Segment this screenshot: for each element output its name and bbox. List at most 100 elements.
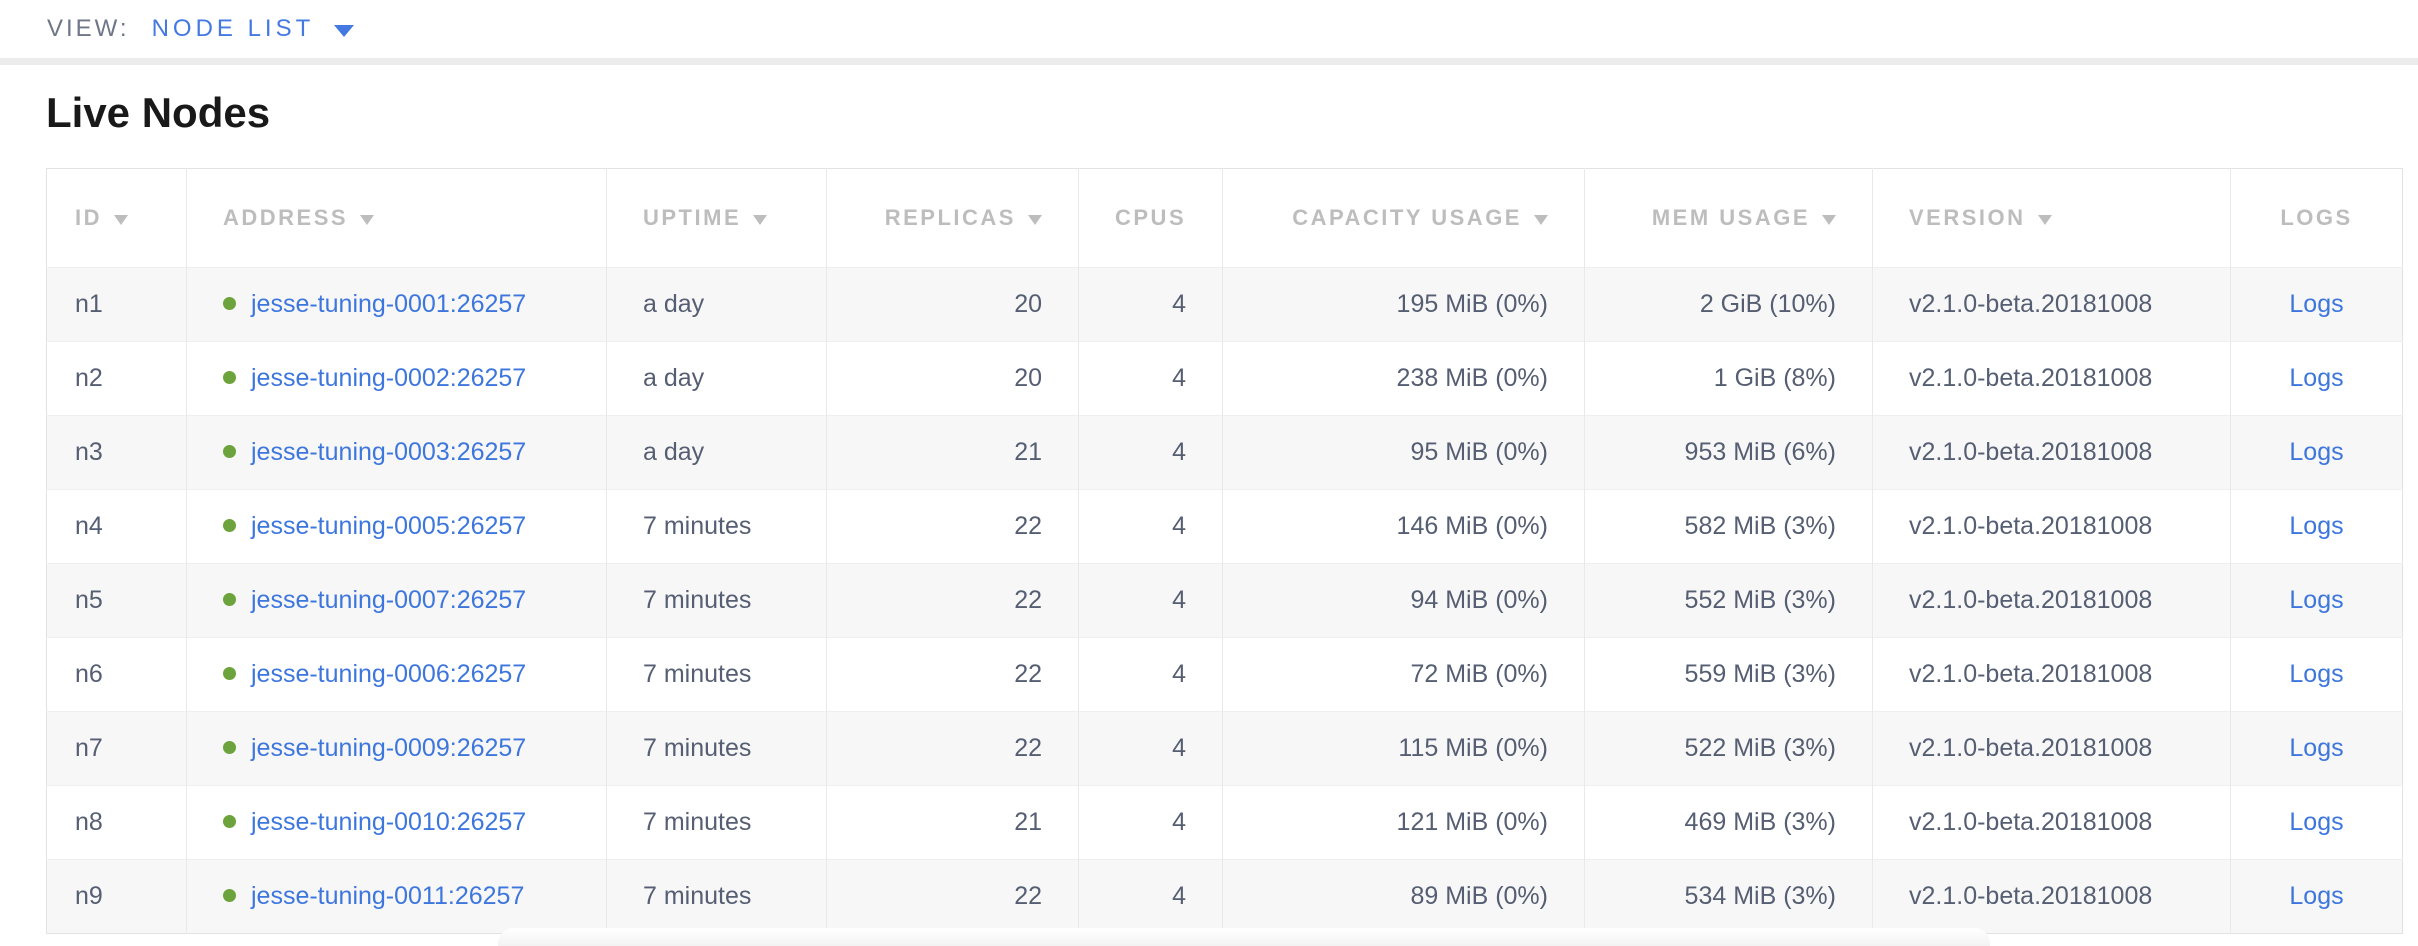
mem-usage-cell: 559 MiB (3%) [1584, 637, 1873, 712]
table-row: n1 jesse-tuning-0001:26257 a day 20 4 195 MiB… [46, 267, 2403, 342]
address-link[interactable]: jesse-tuning-0002:26257 [251, 364, 527, 393]
mem-usage-cell: 552 MiB (3%) [1584, 563, 1873, 638]
table-body: n1 jesse-tuning-0001:26257 a day 20 4 195 MiB… [46, 267, 2403, 934]
bottom-panel-shadow [498, 928, 1990, 946]
logs-cell: Logs [2230, 341, 2403, 416]
page-title: Live Nodes [46, 89, 271, 136]
node-id-cell: n2 [46, 341, 187, 416]
sort-arrow-icon [360, 215, 375, 226]
address-link[interactable]: jesse-tuning-0001:26257 [251, 290, 527, 319]
version-cell: v2.1.0-beta.20181008 [1872, 785, 2231, 860]
logs-link[interactable]: Logs [2289, 660, 2344, 689]
address-link[interactable]: jesse-tuning-0011:26257 [251, 882, 525, 911]
column-header-capacity[interactable]: CAPACITY USAGE [1222, 168, 1585, 268]
table-row: n3 jesse-tuning-0003:26257 a day 21 4 95 MiB … [46, 415, 2403, 490]
capacity-usage-cell: 94 MiB (0%) [1222, 563, 1585, 638]
logs-link[interactable]: Logs [2289, 512, 2344, 541]
capacity-usage-cell: 115 MiB (0%) [1222, 711, 1585, 786]
cpus-cell: 4 [1078, 563, 1223, 638]
capacity-usage-cell: 72 MiB (0%) [1222, 637, 1585, 712]
column-header-label: ADDRESS [223, 205, 349, 231]
logs-cell: Logs [2230, 785, 2403, 860]
column-header-label: REPLICAS [884, 205, 1016, 231]
mem-usage-cell: 953 MiB (6%) [1584, 415, 1873, 490]
logs-link[interactable]: Logs [2289, 734, 2344, 763]
node-list-selected-value: NODE LIST [151, 15, 315, 42]
node-status-healthy-icon [223, 667, 236, 681]
table-row: n7 jesse-tuning-0009:26257 7 minutes 22 4 115… [46, 711, 2403, 786]
cpus-cell: 4 [1078, 859, 1223, 934]
address-cell: jesse-tuning-0011:26257 [186, 859, 607, 934]
logs-cell: Logs [2230, 489, 2403, 564]
version-cell: v2.1.0-beta.20181008 [1872, 267, 2231, 342]
logs-link[interactable]: Logs [2289, 586, 2344, 615]
logs-cell: Logs [2230, 637, 2403, 712]
address-cell: jesse-tuning-0003:26257 [186, 415, 607, 490]
column-header-id[interactable]: ID [46, 168, 187, 268]
replicas-cell: 22 [826, 711, 1079, 786]
column-header-label: CPUS [1115, 205, 1187, 231]
capacity-usage-cell: 89 MiB (0%) [1222, 859, 1585, 934]
uptime-cell: 7 minutes [606, 489, 827, 564]
capacity-usage-cell: 195 MiB (0%) [1222, 267, 1585, 342]
cpus-cell: 4 [1078, 341, 1223, 416]
node-status-healthy-icon [223, 815, 236, 829]
logs-link[interactable]: Logs [2289, 438, 2344, 467]
column-header-replicas[interactable]: REPLICAS [826, 168, 1079, 268]
column-header-version[interactable]: VERSION [1872, 168, 2231, 268]
address-link[interactable]: jesse-tuning-0005:26257 [251, 512, 527, 541]
logs-cell: Logs [2230, 563, 2403, 638]
table-row: n6 jesse-tuning-0006:26257 7 minutes 22 4 72 … [46, 637, 2403, 712]
capacity-usage-cell: 121 MiB (0%) [1222, 785, 1585, 860]
node-id-cell: n6 [46, 637, 187, 712]
replicas-cell: 20 [826, 267, 1079, 342]
sort-arrow-icon [114, 215, 128, 226]
cpus-cell: 4 [1078, 415, 1223, 490]
mem-usage-cell: 582 MiB (3%) [1584, 489, 1873, 564]
node-status-healthy-icon [223, 519, 236, 533]
column-header-label: LOGS [2280, 205, 2353, 231]
logs-cell: Logs [2230, 415, 2403, 490]
capacity-usage-cell: 95 MiB (0%) [1222, 415, 1585, 490]
version-cell: v2.1.0-beta.20181008 [1872, 415, 2231, 490]
logs-cell: Logs [2230, 267, 2403, 342]
address-link[interactable]: jesse-tuning-0003:26257 [251, 438, 527, 467]
sort-arrow-icon [2037, 215, 2052, 226]
address-link[interactable]: jesse-tuning-0007:26257 [251, 586, 527, 615]
node-id-cell: n8 [46, 785, 187, 860]
replicas-cell: 22 [826, 859, 1079, 934]
column-header-mem[interactable]: MEM USAGE [1584, 168, 1873, 268]
cpus-cell: 4 [1078, 711, 1223, 786]
column-header-address[interactable]: ADDRESS [186, 168, 607, 268]
replicas-cell: 20 [826, 341, 1079, 416]
replicas-cell: 22 [826, 563, 1079, 638]
view-label: VIEW: [47, 15, 130, 42]
node-id-cell: n5 [46, 563, 187, 638]
node-status-healthy-icon [223, 741, 236, 755]
uptime-cell: 7 minutes [606, 785, 827, 860]
address-link[interactable]: jesse-tuning-0006:26257 [251, 660, 527, 689]
logs-link[interactable]: Logs [2289, 882, 2344, 911]
logs-link[interactable]: Logs [2289, 364, 2344, 393]
logs-link[interactable]: Logs [2289, 808, 2344, 837]
uptime-cell: 7 minutes [606, 711, 827, 786]
mem-usage-cell: 2 GiB (10%) [1584, 267, 1873, 342]
topbar-divider [0, 58, 2418, 65]
logs-link[interactable]: Logs [2289, 290, 2344, 319]
column-header-uptime[interactable]: UPTIME [606, 168, 827, 268]
logs-cell: Logs [2230, 859, 2403, 934]
table-header-row: ID ADDRESS UPTIME REPLICAS CPUS CAPACITY USAG… [46, 168, 2403, 268]
address-link[interactable]: jesse-tuning-0010:26257 [251, 808, 527, 837]
mem-usage-cell: 534 MiB (3%) [1584, 859, 1873, 934]
nodes-table: ID ADDRESS UPTIME REPLICAS CPUS CAPACITY USAG… [46, 168, 2403, 935]
node-list-selector[interactable]: NODE LIST [152, 15, 355, 43]
table-row: n9 jesse-tuning-0011:26257 7 minutes 22 4 89 … [46, 859, 2403, 934]
sort-arrow-icon [1028, 215, 1042, 226]
version-cell: v2.1.0-beta.20181008 [1872, 563, 2231, 638]
column-header-label: CAPACITY USAGE [1292, 205, 1522, 231]
node-id-cell: n4 [46, 489, 187, 564]
node-status-healthy-icon [223, 297, 236, 311]
address-link[interactable]: jesse-tuning-0009:26257 [251, 734, 527, 763]
version-cell: v2.1.0-beta.20181008 [1872, 637, 2231, 712]
sort-arrow-icon [1534, 215, 1548, 226]
